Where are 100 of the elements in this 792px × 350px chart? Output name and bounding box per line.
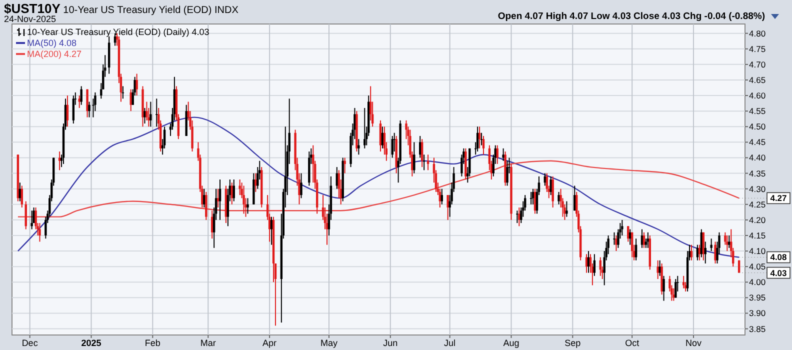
candlestick xyxy=(216,188,220,208)
x-tick-label: Feb xyxy=(144,338,160,348)
candlestick xyxy=(552,176,554,208)
x-tick-label: Aug xyxy=(503,338,520,348)
y-tick-label: 4.65 xyxy=(749,74,766,85)
candlestick xyxy=(658,260,661,276)
candlestick xyxy=(702,232,704,261)
candlestick xyxy=(621,219,624,236)
y-tick-label: 3.90 xyxy=(749,308,766,318)
candlestick xyxy=(630,232,634,258)
candlestick xyxy=(714,241,716,264)
x-tick-label: Sep xyxy=(564,338,581,348)
candlestick xyxy=(700,228,703,258)
candlestick xyxy=(358,138,360,156)
y-tick-label: 4.25 xyxy=(749,199,766,210)
candlestick xyxy=(20,185,24,208)
y-tick-label: 4.45 xyxy=(749,137,766,148)
y-tick-label: 4.60 xyxy=(749,90,766,101)
candlestick xyxy=(593,254,596,276)
candlestick xyxy=(690,244,693,261)
candlestick xyxy=(86,88,88,118)
legend-label: MA(200) 4.27 xyxy=(27,49,82,60)
candlestick xyxy=(558,191,560,205)
candlestick xyxy=(482,135,485,156)
candlestick xyxy=(419,135,422,158)
candlestick xyxy=(728,234,730,248)
chart-title: $UST10Y 10-Year US Treasury Yield (EOD) INDX xyxy=(4,1,239,16)
candlestick xyxy=(420,138,424,168)
candlestick xyxy=(615,234,618,252)
candlestick xyxy=(530,191,532,205)
candlestick xyxy=(379,120,382,152)
candlestick xyxy=(230,182,233,205)
x-tick-label: Nov xyxy=(685,338,702,348)
chart-subtitle: 24-Nov-2025 xyxy=(4,14,56,24)
y-tick-label: 4.00 xyxy=(749,277,766,288)
candlestick xyxy=(440,188,443,205)
candlestick xyxy=(696,244,699,261)
x-tick-label: Jun xyxy=(383,338,398,348)
y-tick-label: 4.30 xyxy=(749,184,766,194)
candlestick xyxy=(66,95,69,128)
y-tick-label: 3.85 xyxy=(749,324,766,334)
candlestick xyxy=(30,210,33,230)
candlestick xyxy=(446,194,449,220)
text: Open 4.07 High 4.07 Low 4.03 Close 4.03 Chg -0.04 (-0.88%) xyxy=(498,11,765,22)
candlestick xyxy=(270,216,273,246)
candlestick xyxy=(627,226,630,242)
candlestick xyxy=(24,200,27,230)
candlestick xyxy=(413,142,416,174)
annotation: 4.03 xyxy=(770,268,788,278)
candlestick xyxy=(566,200,568,218)
candlestick xyxy=(674,278,677,298)
y-tick-label: 4.05 xyxy=(749,262,766,272)
candlestick xyxy=(344,157,346,174)
legend-label: MA(50) 4.08 xyxy=(27,38,77,48)
y-tick-label: 4.35 xyxy=(749,168,766,178)
candlestick xyxy=(72,95,75,124)
candlestick xyxy=(480,132,483,146)
x-tick-label: Dec xyxy=(22,338,38,348)
candlestick xyxy=(300,172,302,199)
candlestick xyxy=(518,206,520,227)
y-tick-label: 4.75 xyxy=(749,44,766,54)
x-tick-label: Apr xyxy=(262,338,277,348)
candlestick xyxy=(80,86,82,106)
candlestick xyxy=(38,222,41,242)
y-tick-label: 4.10 xyxy=(749,246,766,256)
candlestick xyxy=(662,275,665,302)
annotation: 4.27 xyxy=(770,193,788,204)
y-tick-label: 4.80 xyxy=(749,28,766,38)
y-tick-label: 4.15 xyxy=(749,230,766,240)
candlestick xyxy=(476,126,479,152)
x-tick-label: Oct xyxy=(625,338,640,348)
y-tick-label: 4.50 xyxy=(749,122,766,132)
candlestick xyxy=(516,210,518,224)
y-tick-label: 4.55 xyxy=(749,106,766,116)
candlestick xyxy=(144,107,146,124)
candlestick xyxy=(246,198,249,214)
candlestick xyxy=(210,210,214,240)
candlestick xyxy=(218,179,222,220)
annotation: 4.08 xyxy=(770,252,788,262)
y-tick-label: 4.70 xyxy=(749,59,766,70)
candlestick xyxy=(710,238,712,252)
x-tick-label: Jul xyxy=(444,338,456,348)
candlestick xyxy=(613,232,616,246)
y-tick-label: 4.40 xyxy=(749,152,766,163)
candlestick xyxy=(203,188,206,208)
candlestick xyxy=(88,101,90,118)
candlestick xyxy=(156,98,158,128)
candlestick xyxy=(381,126,384,149)
candlestick xyxy=(634,238,638,261)
candlestick xyxy=(640,228,644,248)
y-tick-label: 3.95 xyxy=(749,292,766,303)
legend-label: 10-Year US Treasury Yield (EOD) (Daily) 4.03 xyxy=(27,27,210,38)
x-tick-label: 2025 xyxy=(81,338,102,348)
candlestick xyxy=(58,151,61,171)
candlestick xyxy=(656,260,659,280)
candlestick xyxy=(238,179,241,196)
candlestick xyxy=(136,73,138,96)
y-tick-label: 4.20 xyxy=(749,214,766,225)
candlestick xyxy=(242,185,245,214)
candlestick xyxy=(642,232,646,248)
